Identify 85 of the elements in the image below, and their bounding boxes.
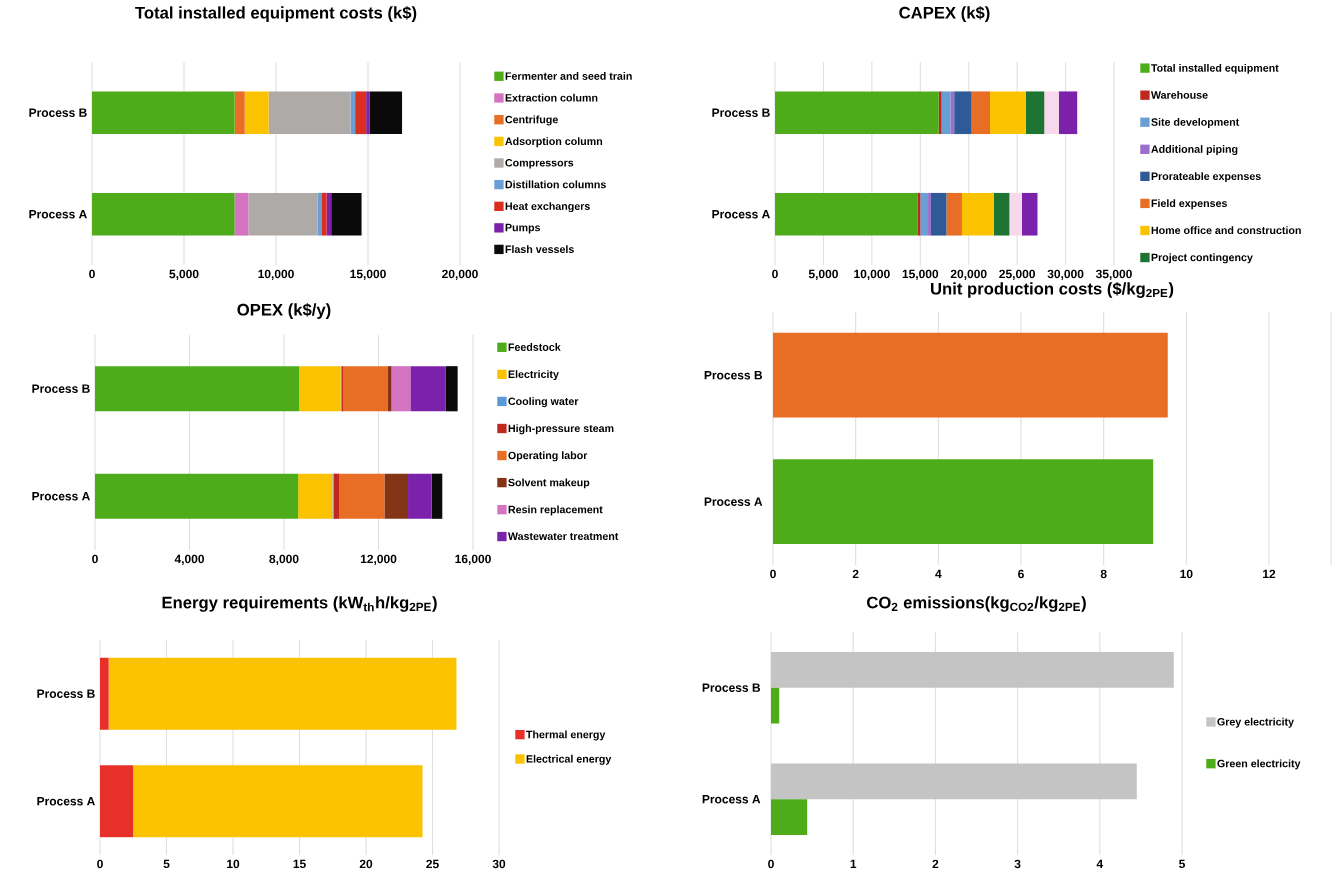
x-tick-label: 2	[852, 569, 859, 579]
chart-title: OPEX (k$/y)	[237, 303, 331, 319]
y-tick-label: Process A	[37, 797, 95, 806]
legend-label: Project contingency	[1151, 253, 1253, 264]
legend-label: Grey electricity	[1217, 717, 1294, 728]
legend-label: Pumps	[505, 223, 541, 234]
y-tick-label: Process B	[712, 108, 770, 117]
x-tick-label: 4,000	[174, 554, 205, 565]
x-tick-label: 25	[426, 859, 439, 869]
legend-label: High-pressure steam	[508, 424, 614, 435]
y-tick-label: Process A	[712, 210, 770, 219]
x-tick-label: 1	[850, 859, 857, 868]
x-tick-label: 0	[89, 269, 95, 279]
legend-label: Heat exchangers	[505, 202, 590, 213]
legend-label: Fermenter and seed train	[505, 72, 632, 80]
x-tick-label: 10,000	[258, 269, 294, 280]
y-tick-label: Process A	[702, 795, 761, 804]
y-tick-label: Process B	[37, 689, 95, 698]
legend-label: Resin replacement	[508, 505, 603, 516]
x-tick-label: 5	[163, 859, 170, 869]
legend-label: Compressors	[505, 158, 574, 169]
legend-label: Distillation columns	[505, 180, 606, 189]
x-tick-label: 5	[1179, 859, 1185, 869]
x-tick-label: 20	[359, 859, 373, 869]
chart-title: Energy requirements (kW$_{th}$h/kg$_{2PE}$)	[162, 596, 437, 612]
legend-label: Centrifuge	[505, 115, 558, 126]
legend-label: Field expenses	[1151, 199, 1227, 210]
legend-label: Electricity	[508, 370, 559, 381]
x-tick-label: 25,000	[999, 269, 1036, 280]
legend-label: Site development	[1151, 118, 1240, 128]
x-tick-label: 30	[492, 859, 506, 869]
legend-label: Additional piping	[1151, 145, 1238, 156]
chart-title: CO$_{2}$ emissions(kg$_{CO2}$/kg$_{2PE}$)	[867, 596, 1086, 612]
x-tick-label: 30,000	[1047, 269, 1084, 280]
x-tick-label: 4	[935, 569, 942, 578]
legend-label: Flash vessels	[505, 245, 574, 254]
x-tick-label: 12,000	[360, 554, 397, 565]
legend-label: Thermal energy	[526, 730, 606, 741]
legend-label: Feedstock	[508, 343, 561, 351]
legend-label: Warehouse	[1150, 90, 1208, 99]
x-tick-label: 6	[1018, 569, 1024, 579]
x-tick-label: 15,000	[902, 269, 939, 280]
x-tick-label: 0	[92, 554, 98, 564]
x-tick-label: 12	[1263, 569, 1276, 579]
y-tick-label: Process B	[29, 108, 87, 117]
x-tick-label: 15,000	[350, 269, 386, 280]
y-tick-label: Process B	[702, 683, 761, 692]
x-tick-label: 8,000	[269, 554, 299, 565]
x-tick-label: 20,000	[950, 269, 987, 280]
x-tick-label: 10,000	[854, 269, 890, 280]
legend-label: Solvent makeup	[508, 478, 590, 489]
legend-label: Wastewater treatment	[507, 532, 619, 540]
x-tick-label: 8	[1100, 569, 1107, 579]
x-tick-label: 3	[1014, 859, 1021, 869]
x-tick-label: 10	[227, 859, 240, 869]
x-tick-label: 2	[932, 859, 939, 869]
x-tick-label: 16,000	[455, 554, 491, 565]
x-tick-label: 5,000	[169, 269, 199, 280]
x-tick-label: 0	[97, 859, 103, 869]
y-tick-label: Process A	[32, 492, 90, 501]
x-tick-label: 15	[293, 859, 306, 869]
y-tick-label: Process B	[32, 384, 90, 393]
legend-label: Operating labor	[508, 451, 588, 462]
x-tick-label: 10	[1180, 569, 1193, 579]
x-tick-label: 35,000	[1095, 269, 1132, 280]
x-tick-label: 20,000	[442, 269, 478, 280]
y-tick-label: Process B	[704, 371, 763, 380]
y-tick-label: Process A	[704, 497, 763, 506]
legend-label: Home office and construction	[1151, 226, 1301, 235]
x-tick-label: 0	[772, 269, 778, 279]
legend-label: Prorateable expenses	[1151, 172, 1261, 183]
x-tick-label: 0	[768, 859, 774, 869]
y-tick-label: Process A	[29, 210, 87, 219]
legend-label: Cooling water	[508, 397, 579, 408]
x-tick-label: 4	[1096, 859, 1104, 868]
x-tick-label: 5,000	[808, 269, 838, 280]
chart-title: CAPEX (k$)	[899, 6, 990, 22]
chart-title: Unit production costs ($/kg$_{2PE}$)	[931, 282, 1174, 298]
legend-label: Adsorption column	[505, 137, 603, 148]
legend-label: Electrical energy	[526, 754, 612, 765]
legend-label: Extraction column	[505, 93, 598, 102]
x-tick-label: 0	[770, 569, 776, 579]
legend-label: Green electricity	[1217, 759, 1301, 770]
chart-title: Total installed equipment costs (k$)	[135, 6, 417, 22]
legend-label: Total installed equipment	[1151, 63, 1279, 74]
